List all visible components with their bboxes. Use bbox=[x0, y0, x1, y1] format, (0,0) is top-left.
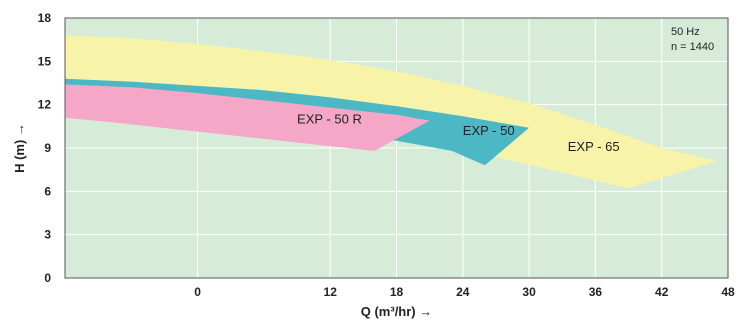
speed-annotation: n = 1440 bbox=[671, 41, 714, 53]
y-axis-title: H (m) → bbox=[12, 123, 27, 173]
y-tick-label: 12 bbox=[38, 98, 52, 112]
y-tick-label: 18 bbox=[38, 11, 52, 25]
plot-frame bbox=[64, 17, 729, 279]
y-axis-ticks: 0 3 6 9 12 15 18 bbox=[38, 11, 52, 285]
x-axis-title: Q (m³/hr) → bbox=[361, 304, 433, 319]
y-tick-label: 6 bbox=[44, 184, 51, 198]
x-tick-label: 24 bbox=[456, 285, 470, 299]
region-exp-50-r bbox=[65, 84, 430, 151]
x-tick-label: 48 bbox=[721, 285, 735, 299]
x-tick-label: 36 bbox=[589, 285, 603, 299]
region-label: EXP - 50 R bbox=[297, 111, 362, 126]
x-tick-label: 30 bbox=[522, 285, 536, 299]
x-tick-label: 42 bbox=[655, 285, 669, 299]
x-tick-label: 18 bbox=[390, 285, 404, 299]
curve-regions bbox=[65, 35, 717, 189]
region-label: EXP - 50 bbox=[463, 123, 515, 138]
region-labels: EXP - 65 EXP - 50 EXP - 50 R bbox=[297, 111, 620, 153]
frequency-annotation: 50 Hz bbox=[671, 26, 700, 38]
plot-area-group: EXP - 65 EXP - 50 EXP - 50 R bbox=[64, 17, 729, 279]
x-tick-label: 0 bbox=[194, 285, 201, 299]
y-tick-label: 0 bbox=[44, 271, 51, 285]
x-tick-label: 12 bbox=[324, 285, 338, 299]
y-tick-label: 15 bbox=[38, 54, 52, 68]
y-tick-label: 9 bbox=[44, 141, 51, 155]
x-axis-ticks: 0 12 18 24 30 36 42 48 bbox=[194, 285, 735, 299]
y-tick-label: 3 bbox=[44, 228, 51, 242]
region-label: EXP - 65 bbox=[568, 139, 620, 154]
